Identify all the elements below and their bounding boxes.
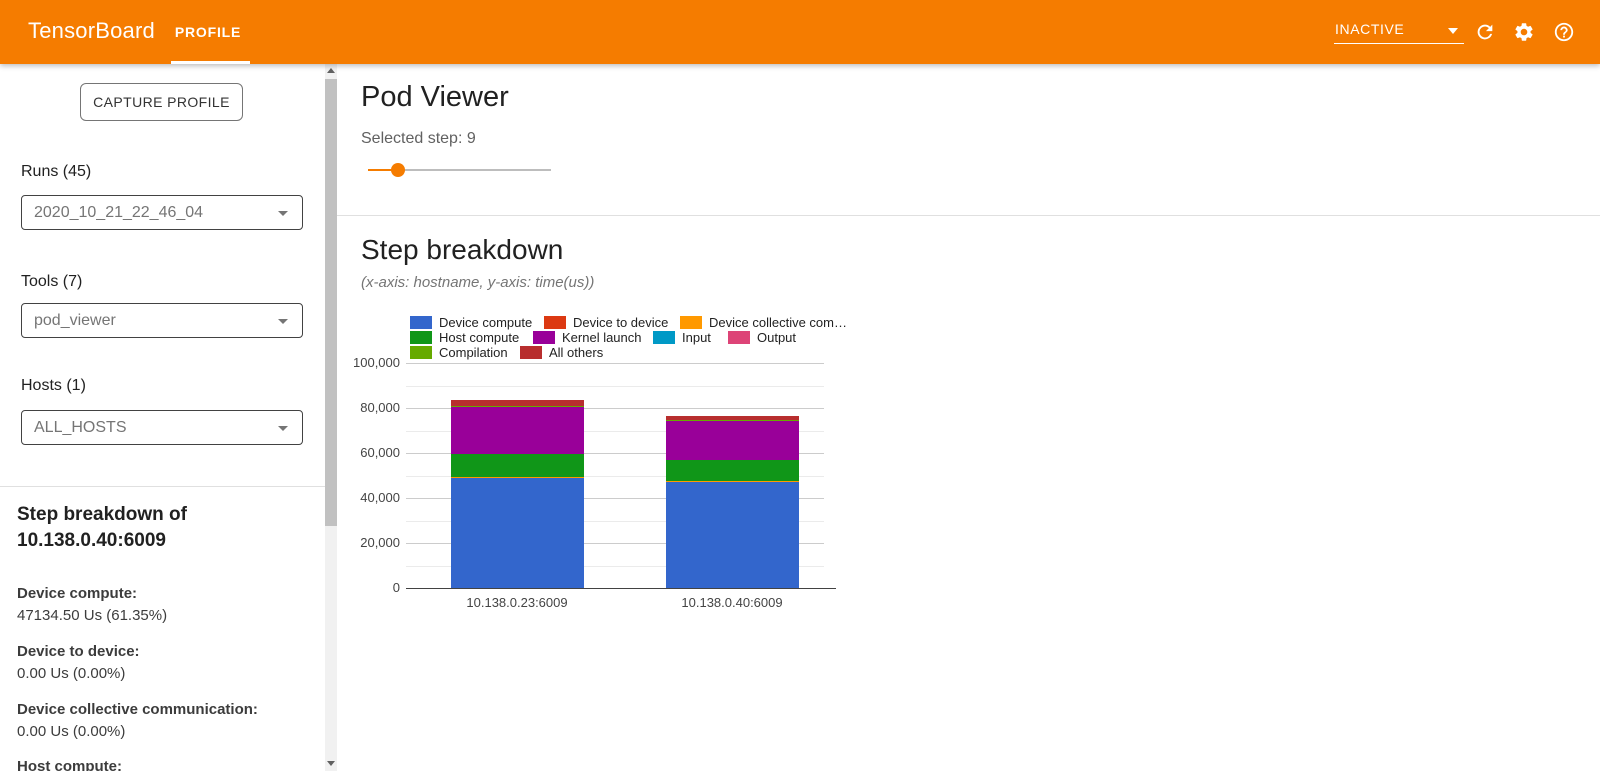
hosts-select-value: ALL_HOSTS xyxy=(34,419,127,436)
gridline xyxy=(406,520,824,522)
tools-select-value: pod_viewer xyxy=(34,312,116,329)
x-axis-tick-label: 10.138.0.40:6009 xyxy=(681,595,783,610)
main-panel: Pod Viewer Selected step: 9 Step breakdo… xyxy=(337,64,1600,771)
stat-value: 0.00 Us (0.00%) xyxy=(17,665,126,682)
chevron-down-icon xyxy=(278,319,288,324)
page-title: Pod Viewer xyxy=(361,81,509,113)
y-axis-tick-label: 40,000 xyxy=(360,490,400,505)
bar-segment[interactable] xyxy=(666,481,799,482)
legend-swatch xyxy=(520,346,542,359)
scroll-down-arrow[interactable] xyxy=(325,756,337,770)
legend-swatch xyxy=(728,331,750,344)
stat-value: 0.00 Us (0.00%) xyxy=(17,723,126,740)
scroll-up-arrow[interactable] xyxy=(325,64,337,78)
tab-profile[interactable]: PROFILE xyxy=(174,24,242,40)
legend-swatch xyxy=(410,346,432,359)
legend-swatch xyxy=(410,331,432,344)
x-axis-baseline xyxy=(406,588,836,589)
legend-swatch xyxy=(653,331,675,344)
legend-label: Output xyxy=(757,330,797,345)
app-header: TensorBoard PROFILE INACTIVE xyxy=(0,0,1600,64)
y-axis-tick-label: 100,000 xyxy=(353,355,400,370)
bar-segment[interactable] xyxy=(666,420,799,421)
chart-title: Step breakdown xyxy=(361,234,564,265)
active-tab-indicator xyxy=(171,61,250,64)
bar-segment[interactable] xyxy=(451,406,584,454)
bar-segment[interactable] xyxy=(666,459,799,482)
legend-label: Device collective com… xyxy=(709,315,847,330)
settings-gear-icon[interactable] xyxy=(1513,21,1535,43)
hosts-label: Hosts (1) xyxy=(21,377,86,394)
gridline xyxy=(406,543,824,544)
section-divider xyxy=(337,215,1600,216)
status-dropdown[interactable]: INACTIVE xyxy=(1334,16,1464,44)
legend-swatch xyxy=(544,316,566,329)
legend-swatch xyxy=(533,331,555,344)
help-icon[interactable] xyxy=(1553,21,1575,43)
chevron-down-icon xyxy=(278,211,288,216)
legend-label: Device to device xyxy=(573,315,669,330)
stat-value: 47134.50 Us (61.35%) xyxy=(17,607,168,624)
slider-fill xyxy=(368,169,398,171)
status-dropdown-value: INACTIVE xyxy=(1335,21,1405,37)
breakdown-title-line2: 10.138.0.40:6009 xyxy=(17,530,166,551)
gridline xyxy=(406,453,824,454)
slider-thumb[interactable] xyxy=(391,163,405,177)
legend-label: Input xyxy=(682,330,711,345)
hosts-select[interactable]: ALL_HOSTS xyxy=(21,410,303,445)
y-axis-tick-label: 80,000 xyxy=(360,400,400,415)
legend-label: Device compute xyxy=(439,315,533,330)
runs-select-value: 2020_10_21_22_46_04 xyxy=(34,204,204,221)
selected-step-label: Selected step: 9 xyxy=(361,130,476,147)
breakdown-title: Step breakdown of 10.138.0.40:6009 xyxy=(17,502,187,554)
gridline xyxy=(406,408,824,409)
stat-label: Device to device: xyxy=(17,643,140,660)
y-axis-tick-label: 0 xyxy=(392,580,400,595)
stat-label: Device compute: xyxy=(17,585,138,602)
step-slider[interactable] xyxy=(368,162,558,178)
bar-segment[interactable] xyxy=(451,477,584,479)
y-axis-tick-label: 20,000 xyxy=(360,535,400,550)
x-axis-tick-label: 10.138.0.23:6009 xyxy=(466,595,568,610)
chevron-down-icon xyxy=(278,426,288,431)
bar-segment[interactable] xyxy=(451,453,584,478)
bar-segment[interactable] xyxy=(451,478,584,588)
gridline xyxy=(406,385,824,387)
legend-label: Kernel launch xyxy=(562,330,642,345)
legend-label: Host compute xyxy=(439,330,520,345)
gridline xyxy=(406,498,824,499)
runs-select[interactable]: 2020_10_21_22_46_04 xyxy=(21,195,303,230)
chart-subtitle: (x-axis: hostname, y-axis: time(us)) xyxy=(361,274,595,291)
gridline xyxy=(406,430,824,432)
bar-segment[interactable] xyxy=(666,481,799,588)
legend-swatch xyxy=(680,316,702,329)
runs-label: Runs (45) xyxy=(21,163,92,180)
legend-swatch xyxy=(410,316,432,329)
legend-label: Compilation xyxy=(439,345,508,360)
tools-select[interactable]: pod_viewer xyxy=(21,303,303,338)
legend-label: All others xyxy=(549,345,604,360)
bar-segment[interactable] xyxy=(666,415,799,421)
sidebar-scrollbar[interactable] xyxy=(325,64,337,771)
sidebar: CAPTURE PROFILE Runs (45) 2020_10_21_22_… xyxy=(0,64,325,771)
stat-label: Host compute: xyxy=(17,758,122,771)
chevron-down-icon xyxy=(1448,28,1458,34)
gridline xyxy=(406,363,824,364)
refresh-icon[interactable] xyxy=(1474,21,1496,43)
sidebar-divider xyxy=(0,486,325,487)
y-axis-tick-label: 60,000 xyxy=(360,445,400,460)
slider-track[interactable] xyxy=(368,169,551,171)
bar-segment[interactable] xyxy=(666,420,799,460)
step-breakdown-chart: Device compute Device to device Device col… xyxy=(337,64,1600,771)
gridline xyxy=(406,475,824,477)
capture-profile-button[interactable]: CAPTURE PROFILE xyxy=(80,83,243,121)
breakdown-title-line1: Step breakdown of xyxy=(17,504,187,525)
bar-segment[interactable] xyxy=(451,400,584,406)
bar-segment[interactable] xyxy=(451,405,584,407)
tools-label: Tools (7) xyxy=(21,273,83,290)
gridline xyxy=(406,565,824,567)
stat-label: Device collective communication: xyxy=(17,701,258,718)
app-title: TensorBoard xyxy=(28,18,155,43)
scrollbar-thumb[interactable] xyxy=(325,79,337,526)
